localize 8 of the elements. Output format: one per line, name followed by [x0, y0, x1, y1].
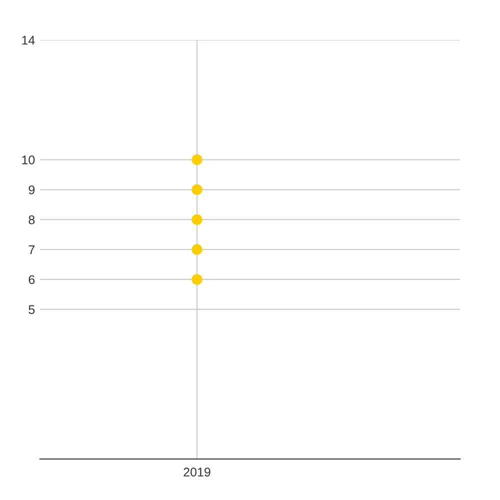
y-tick-label: 9	[28, 185, 35, 194]
y-tick-label: 6	[28, 275, 35, 284]
y-tick-label: 14	[22, 36, 35, 45]
x-tick-label: 2019	[184, 468, 210, 477]
y-tick-label: 7	[28, 245, 35, 254]
y-tick-label: 10	[22, 156, 35, 164]
y-tick-label: 5	[28, 305, 35, 314]
y-tick-label: 8	[28, 215, 35, 224]
